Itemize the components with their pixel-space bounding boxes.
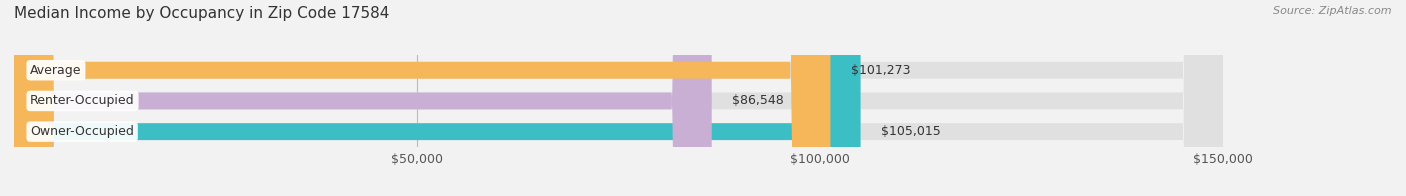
Text: Owner-Occupied: Owner-Occupied: [30, 125, 134, 138]
Text: Source: ZipAtlas.com: Source: ZipAtlas.com: [1274, 6, 1392, 16]
FancyBboxPatch shape: [14, 0, 1223, 196]
FancyBboxPatch shape: [14, 0, 1223, 196]
FancyBboxPatch shape: [14, 0, 860, 196]
Text: Average: Average: [30, 64, 82, 77]
FancyBboxPatch shape: [14, 0, 1223, 196]
Text: Median Income by Occupancy in Zip Code 17584: Median Income by Occupancy in Zip Code 1…: [14, 6, 389, 21]
FancyBboxPatch shape: [14, 0, 831, 196]
Text: Renter-Occupied: Renter-Occupied: [30, 94, 135, 107]
Text: $105,015: $105,015: [880, 125, 941, 138]
Text: $101,273: $101,273: [851, 64, 910, 77]
Text: $86,548: $86,548: [733, 94, 783, 107]
FancyBboxPatch shape: [14, 0, 711, 196]
